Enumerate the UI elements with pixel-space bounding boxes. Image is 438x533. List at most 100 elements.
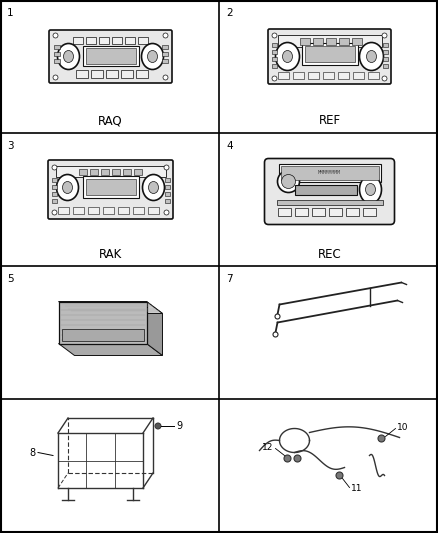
Circle shape <box>382 76 387 81</box>
Circle shape <box>275 314 280 319</box>
Bar <box>278 207 290 215</box>
Ellipse shape <box>148 182 159 193</box>
Bar <box>382 50 388 53</box>
Circle shape <box>164 165 169 170</box>
Bar <box>100 168 109 174</box>
Bar <box>99 36 109 44</box>
Bar <box>278 35 381 46</box>
Bar <box>123 168 131 174</box>
Bar <box>78 168 86 174</box>
Bar <box>276 199 382 205</box>
Text: 2: 2 <box>226 8 233 18</box>
Text: 10: 10 <box>396 423 408 432</box>
Ellipse shape <box>64 51 74 62</box>
Ellipse shape <box>57 174 78 200</box>
Bar <box>106 69 117 77</box>
Bar <box>338 71 349 78</box>
Bar <box>61 328 144 341</box>
Circle shape <box>164 210 169 215</box>
Circle shape <box>163 75 168 80</box>
Bar <box>57 206 68 214</box>
Bar <box>272 56 276 61</box>
Bar <box>301 43 357 64</box>
Bar <box>382 56 388 61</box>
Bar <box>363 207 375 215</box>
FancyBboxPatch shape <box>48 160 173 219</box>
Circle shape <box>272 76 277 81</box>
Bar <box>367 71 378 78</box>
Bar <box>280 166 378 180</box>
Circle shape <box>336 472 343 479</box>
Bar <box>52 198 57 203</box>
Bar <box>346 207 358 215</box>
Bar <box>73 36 82 44</box>
Bar <box>138 36 148 44</box>
Bar <box>75 69 88 77</box>
Circle shape <box>52 165 57 170</box>
Ellipse shape <box>278 171 300 192</box>
Bar <box>165 198 170 203</box>
Text: 3: 3 <box>7 141 14 151</box>
Bar <box>117 206 128 214</box>
Circle shape <box>382 33 387 38</box>
Bar <box>85 179 135 195</box>
Bar <box>165 191 170 196</box>
FancyBboxPatch shape <box>265 158 395 224</box>
Ellipse shape <box>142 174 165 200</box>
Text: 7: 7 <box>226 274 233 284</box>
Circle shape <box>53 33 58 38</box>
Bar <box>339 37 349 44</box>
Text: REC: REC <box>318 247 341 261</box>
FancyBboxPatch shape <box>49 30 172 83</box>
Bar <box>294 207 307 215</box>
Bar <box>272 43 276 46</box>
Polygon shape <box>146 302 162 356</box>
Circle shape <box>273 332 278 337</box>
Bar <box>85 36 95 44</box>
Bar <box>53 59 60 62</box>
Circle shape <box>155 423 161 429</box>
Bar <box>322 71 333 78</box>
Bar <box>52 191 57 196</box>
Circle shape <box>53 75 58 80</box>
Text: 12: 12 <box>262 443 273 452</box>
Ellipse shape <box>276 43 300 70</box>
Ellipse shape <box>141 44 163 69</box>
Bar <box>307 71 318 78</box>
Ellipse shape <box>283 51 293 62</box>
Polygon shape <box>59 302 162 313</box>
Bar <box>311 207 325 215</box>
Bar <box>135 69 148 77</box>
Ellipse shape <box>57 44 80 69</box>
Bar <box>162 44 167 49</box>
Ellipse shape <box>63 182 73 193</box>
Text: 1: 1 <box>7 8 14 18</box>
Bar <box>124 36 134 44</box>
Circle shape <box>294 455 301 462</box>
Text: 5: 5 <box>7 274 14 284</box>
Circle shape <box>284 455 291 462</box>
Bar <box>133 206 144 214</box>
Ellipse shape <box>360 175 381 204</box>
Text: RAQ: RAQ <box>98 115 123 127</box>
Bar <box>52 177 57 182</box>
Bar <box>148 206 159 214</box>
Bar <box>91 69 102 77</box>
Circle shape <box>272 33 277 38</box>
Bar <box>165 177 170 182</box>
Bar <box>382 43 388 46</box>
Bar <box>353 71 364 78</box>
Bar <box>382 63 388 68</box>
Bar <box>300 37 310 44</box>
Text: MMMMMMMM: MMMMMMMM <box>318 170 341 175</box>
Bar <box>112 36 121 44</box>
Bar <box>293 71 304 78</box>
Ellipse shape <box>367 51 377 62</box>
Bar <box>120 69 133 77</box>
Bar <box>82 175 138 198</box>
Ellipse shape <box>365 183 375 196</box>
Bar <box>53 44 60 49</box>
Bar <box>294 184 357 195</box>
Circle shape <box>282 174 296 189</box>
Bar <box>52 184 57 189</box>
